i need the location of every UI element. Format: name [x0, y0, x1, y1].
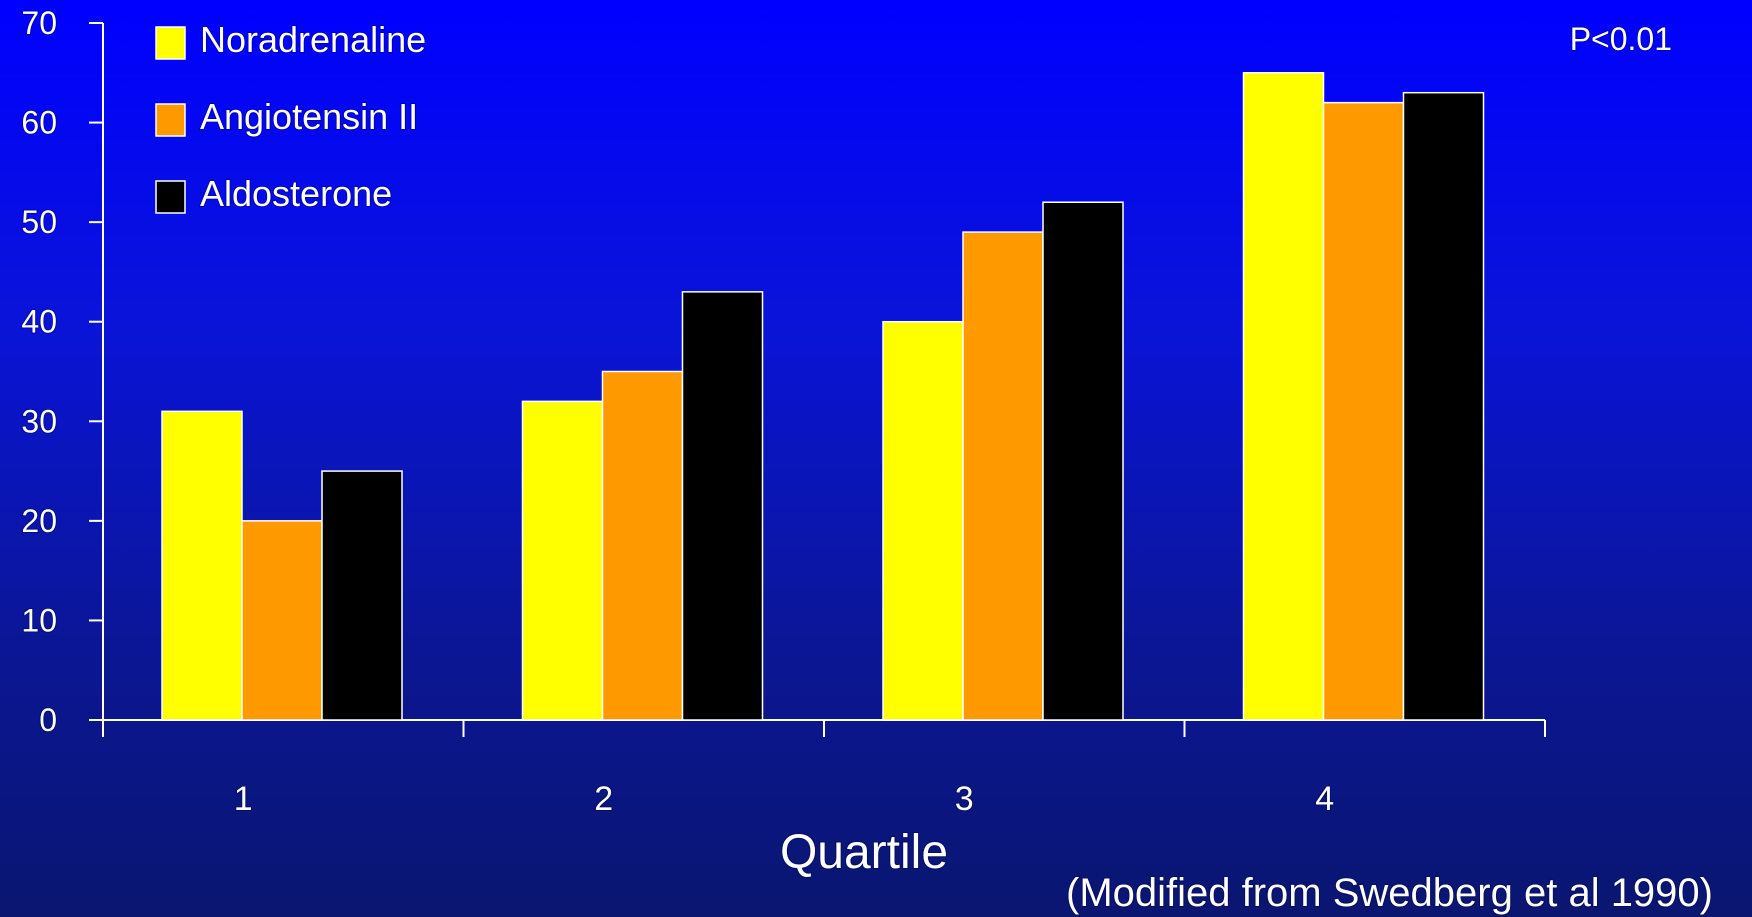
- y-axis: 0 10 20 30 40 50 60 70: [20, 4, 104, 739]
- x-axis: 1 2 3 4: [102, 719, 1546, 819]
- x-tick-label: 3: [955, 780, 974, 818]
- bar: [161, 410, 243, 721]
- legend-swatch: [155, 103, 186, 137]
- legend: Noradrenaline Angiotensin II Aldosterone: [155, 18, 427, 215]
- legend-label: Angiotensin II: [200, 96, 418, 137]
- legend-swatch: [155, 26, 186, 60]
- bar: [601, 370, 684, 721]
- y-tick-label: 60: [21, 105, 57, 141]
- source-note: (Modified from Swedberg et al 1990): [1066, 871, 1713, 915]
- bar: [321, 470, 403, 721]
- x-tick-label: 4: [1315, 780, 1334, 818]
- y-tick-label: 40: [21, 304, 57, 340]
- y-tick-label: 70: [21, 5, 57, 41]
- legend-swatch: [155, 180, 186, 214]
- bar: [1242, 72, 1325, 721]
- bar: [962, 231, 1044, 721]
- bar: [521, 400, 604, 721]
- bar: [1322, 101, 1405, 721]
- bar: [241, 520, 323, 721]
- bar: [1042, 201, 1124, 721]
- bar: [1402, 91, 1485, 721]
- legend-label: Noradrenaline: [200, 19, 426, 60]
- x-tick-label: 2: [594, 780, 613, 818]
- bars: [161, 72, 1485, 721]
- y-tick-label: 50: [21, 204, 57, 240]
- y-tick-label: 20: [21, 503, 57, 539]
- y-tick-label: 10: [21, 602, 57, 638]
- x-tick-label: 1: [234, 780, 253, 818]
- y-tick-label: 30: [21, 403, 57, 439]
- bar: [882, 320, 964, 721]
- legend-label: Aldosterone: [200, 173, 392, 214]
- significance-annotation: P<0.01: [1570, 21, 1672, 57]
- x-axis-label: Quartile: [780, 826, 948, 879]
- y-tick-label: 0: [39, 702, 57, 738]
- bar: [681, 291, 764, 721]
